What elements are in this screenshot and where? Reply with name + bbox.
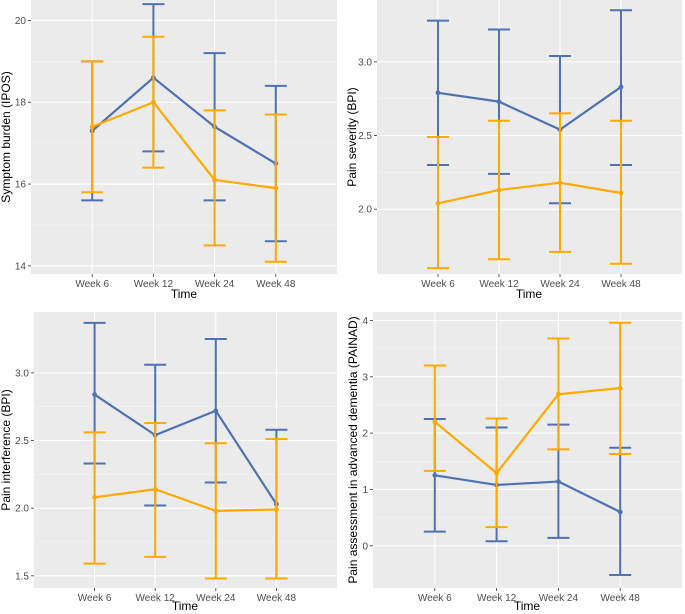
x-tick-label: Week 12	[479, 279, 519, 290]
x-tick-label: Week 24	[195, 279, 235, 290]
x-axis-label: Time	[172, 599, 199, 613]
panel-painad: Time Pain assessment in advanced dementi…	[346, 312, 682, 613]
series-orange	[81, 35, 287, 263]
x-tick-label: Week 6	[418, 593, 452, 604]
series-orange	[83, 421, 288, 580]
y-tick-label: 3	[362, 372, 368, 383]
data-point	[557, 180, 563, 186]
y-tick-label: 2.0	[358, 205, 372, 216]
plot-background	[373, 312, 682, 588]
plot-background	[34, 312, 337, 588]
panel-pain-severity: Time Pain severity (BPI) 2.0 2.5 3.0 Week 6…	[345, 0, 682, 301]
y-tick-label: 14	[15, 261, 27, 272]
plot-background	[31, 0, 337, 274]
series-orange	[427, 112, 632, 270]
series-line	[437, 86, 622, 131]
series-line	[91, 76, 277, 165]
x-tick-label: Week 48	[601, 593, 641, 604]
y-tick-label: 2.5	[358, 131, 372, 142]
data-point	[213, 408, 219, 414]
series-line	[91, 101, 276, 190]
x-tick-label: Week 6	[421, 279, 455, 290]
series-line	[93, 393, 278, 505]
x-tick-label: Week 6	[75, 279, 109, 290]
data-point	[432, 472, 438, 478]
x-tick-label: Week 24	[539, 593, 579, 604]
data-point	[212, 177, 218, 183]
data-point	[274, 507, 279, 512]
data-point	[273, 185, 279, 191]
data-point	[618, 190, 624, 196]
y-axis-label: Pain assessment in advanced dementia (PA…	[346, 316, 360, 583]
plot-area	[373, 312, 682, 588]
series-line	[434, 474, 621, 513]
data-point	[496, 187, 502, 193]
data-point	[556, 479, 561, 484]
y-tick-label: 4	[362, 316, 368, 327]
x-tick-label: Week 24	[196, 593, 236, 604]
y-tick-label: 1	[362, 485, 368, 496]
x-tick-label: Week 12	[477, 593, 517, 604]
y-tick-label: 0	[362, 541, 368, 552]
y-tick-label: 16	[15, 180, 27, 191]
y-tick-label: 3.0	[15, 368, 29, 379]
y-tick-label: 2.0	[15, 504, 29, 515]
x-tick-label: Week 48	[257, 593, 297, 604]
plot-area	[34, 312, 337, 588]
data-point	[496, 99, 502, 105]
data-point	[618, 84, 624, 90]
x-tick-label: Week 48	[256, 279, 296, 290]
y-tick-label: 20	[15, 16, 27, 27]
data-point	[213, 508, 219, 514]
x-tick-label: Week 48	[601, 279, 641, 290]
series-line	[434, 386, 621, 475]
y-tick-label: 3.0	[358, 57, 372, 68]
series-line	[437, 181, 622, 205]
series-orange	[423, 321, 632, 529]
data-point	[617, 509, 623, 515]
x-axis-label: Time	[171, 287, 198, 301]
data-point	[151, 99, 156, 105]
plot-area	[31, 0, 337, 274]
plot-area	[377, 0, 682, 274]
data-point	[556, 391, 561, 397]
data-point	[152, 486, 158, 492]
x-tick-label: Week 12	[134, 279, 174, 290]
y-axis-label: Symptom burden (IPOS)	[0, 71, 13, 202]
x-tick-label: Week 6	[78, 593, 112, 604]
panel-symptom-burden: Time Symptom burden (IPOS) 14 16 18 20 Week …	[0, 0, 337, 301]
x-axis-label: Time	[514, 599, 541, 613]
series-line	[94, 488, 277, 512]
data-point	[617, 385, 623, 391]
y-axis-label: Pain severity (BPI)	[345, 87, 359, 186]
data-point	[435, 200, 441, 206]
data-point	[435, 90, 441, 96]
data-point	[89, 124, 95, 130]
data-point	[92, 392, 97, 397]
data-point	[494, 470, 499, 476]
x-tick-label: Week 12	[136, 593, 176, 604]
y-tick-label: 2.5	[15, 436, 29, 447]
y-tick-label: 2	[362, 429, 368, 440]
y-tick-label: 1.5	[15, 571, 29, 582]
y-axis-label: Pain interference (BPI)	[0, 389, 13, 510]
data-point	[432, 419, 438, 425]
panel-pain-interference: Time Pain interference (BPI) 1.5 2.0 2.5 3.…	[0, 312, 337, 613]
x-tick-label: Week 24	[540, 279, 580, 290]
y-tick-label: 18	[15, 98, 27, 109]
data-point	[92, 494, 97, 500]
plot-background	[377, 0, 682, 274]
x-axis-label: Time	[516, 287, 543, 301]
